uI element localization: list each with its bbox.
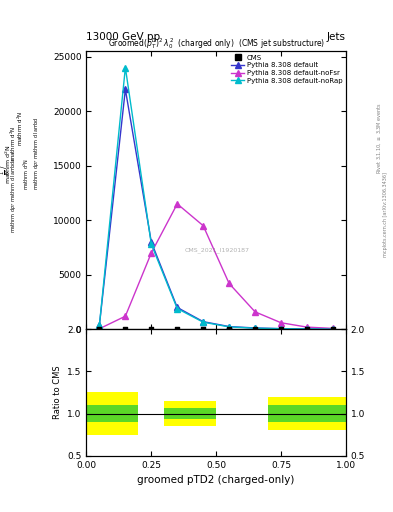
Point (226, 325, 232, 333)
Text: $\frac{1}{N}$ /: $\frac{1}{N}$ / (0, 163, 13, 175)
Title: Groomed$(p_T^D)^2\,\lambda_0^2$  (charged only)  (CMS jet substructure): Groomed$(p_T^D)^2\,\lambda_0^2$ (charged… (108, 36, 325, 51)
Point (200, 325, 206, 333)
Point (148, 325, 154, 333)
Point (330, 325, 336, 333)
Text: CMS_2021_I1920187: CMS_2021_I1920187 (185, 247, 250, 253)
Text: mathrm d$^2$N: mathrm d$^2$N (4, 144, 13, 184)
Text: Jets: Jets (327, 32, 346, 42)
Text: Rivet 3.1.10, $\geq$ 3.3M events: Rivet 3.1.10, $\geq$ 3.3M events (375, 102, 383, 174)
Y-axis label: Ratio to CMS: Ratio to CMS (53, 366, 62, 419)
Text: mathrm d$^2$N
mathrm d$p_T$ mathrm d lambd: mathrm d$^2$N mathrm d$p_T$ mathrm d lam… (22, 117, 41, 190)
X-axis label: groomed pTD2 (charged-only): groomed pTD2 (charged-only) (138, 475, 295, 485)
Text: 13000 GeV pp: 13000 GeV pp (86, 32, 161, 42)
Legend: CMS, Pythia 8.308 default, Pythia 8.308 default-noFsr, Pythia 8.308 default-noRa: CMS, Pythia 8.308 default, Pythia 8.308 … (230, 53, 344, 86)
Point (122, 325, 129, 333)
Point (252, 325, 258, 333)
Text: mathrm d$^2$N: mathrm d$^2$N (16, 110, 25, 146)
Point (304, 325, 310, 333)
Point (96, 325, 103, 333)
Text: mathrm d$^2$N: mathrm d$^2$N (9, 125, 18, 161)
Text: mcplots.cern.ch [arXiv:1306.3436]: mcplots.cern.ch [arXiv:1306.3436] (383, 173, 387, 258)
Point (278, 325, 284, 333)
Text: mathrm d$p_T$ mathrm d lambda: mathrm d$p_T$ mathrm d lambda (9, 156, 18, 233)
Point (174, 325, 180, 333)
